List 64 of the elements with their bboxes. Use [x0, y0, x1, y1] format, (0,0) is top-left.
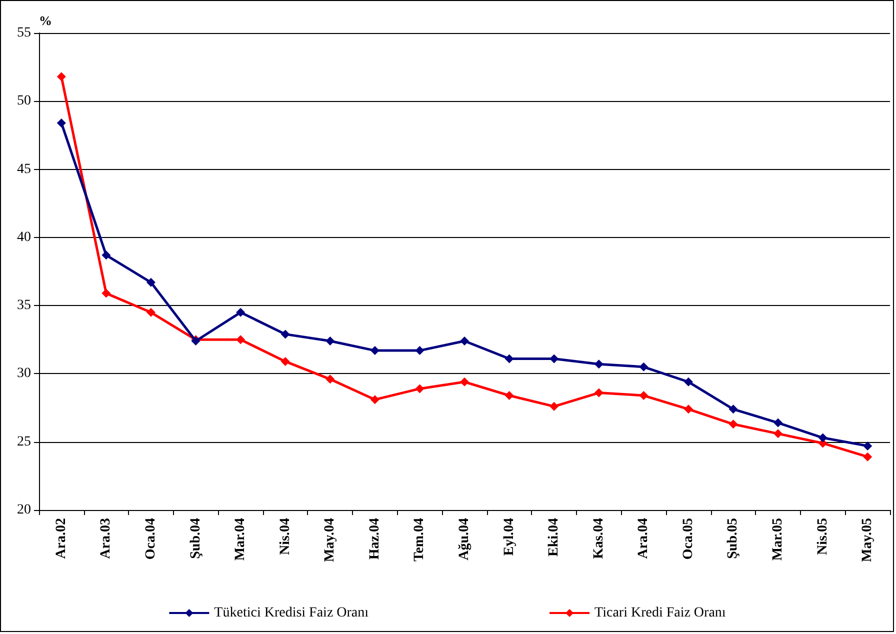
point [146, 278, 156, 287]
point [728, 420, 738, 429]
point [774, 429, 783, 438]
point [684, 404, 693, 414]
y-tick-label: 20 [17, 502, 31, 518]
x-tick-label: Eki.04 [546, 518, 562, 557]
point [326, 374, 335, 384]
y-tick-label: 45 [17, 162, 31, 177]
point [102, 288, 111, 298]
point [415, 384, 424, 394]
x-tick-label: May.04 [322, 518, 338, 562]
point [280, 356, 290, 366]
y-tick-label: 55 [17, 26, 31, 40]
point [326, 336, 335, 346]
x-tick-label: Ara.02 [54, 518, 69, 559]
legend-label: Ticari Kredi Faiz Oranı [594, 606, 726, 620]
y-tick-label: 40 [17, 230, 31, 245]
x-tick-label: Şub.05 [726, 518, 741, 559]
point [56, 72, 66, 82]
y-tick-label: 30 [17, 366, 31, 382]
point [863, 452, 872, 462]
point [863, 441, 872, 450]
x-tick-label: Ara.04 [636, 518, 652, 559]
point [146, 308, 156, 317]
x-tick-label: Nis.04 [278, 518, 293, 555]
y-tick-label: 50 [17, 94, 31, 109]
point [639, 391, 648, 400]
x-tick-label: Eyl.04 [502, 518, 517, 556]
legend-label: Tüketici Kredisi Faiz Oranı [214, 606, 369, 620]
x-tick-label: Mar.04 [233, 518, 248, 561]
point [460, 336, 469, 346]
point [639, 362, 648, 372]
y-tick-label: 25 [17, 434, 31, 450]
point [236, 335, 246, 344]
x-tick-label: Haz.04 [367, 518, 382, 560]
x-tick-label: Ara.03 [98, 518, 114, 559]
y-axis-title: % [39, 13, 52, 28]
point [818, 433, 828, 442]
x-tick-label: Kas.04 [591, 518, 606, 559]
x-tick-label: Mar.05 [770, 518, 786, 561]
x-tick-label: Oca.05 [680, 518, 696, 560]
point [774, 418, 783, 428]
x-tick-label: Oca.04 [143, 518, 158, 560]
point [594, 388, 604, 398]
point [56, 118, 66, 128]
point [550, 354, 559, 364]
point [728, 404, 738, 414]
x-tick-label: Ağu.04 [457, 518, 472, 560]
point [415, 346, 424, 356]
x-tick-label: Şub.04 [188, 518, 204, 559]
x-tick-label: Tem.04 [412, 518, 428, 562]
point [684, 377, 693, 386]
point [102, 250, 111, 260]
point [594, 360, 604, 369]
point [504, 391, 514, 400]
x-tick-label: Nis.05 [815, 518, 830, 555]
x-tick-label: May.05 [860, 518, 876, 562]
point [550, 402, 559, 411]
point [370, 395, 380, 404]
y-tick-label: 35 [17, 298, 31, 314]
point [370, 346, 380, 356]
point [236, 308, 246, 317]
point [460, 377, 469, 386]
point [280, 330, 290, 339]
